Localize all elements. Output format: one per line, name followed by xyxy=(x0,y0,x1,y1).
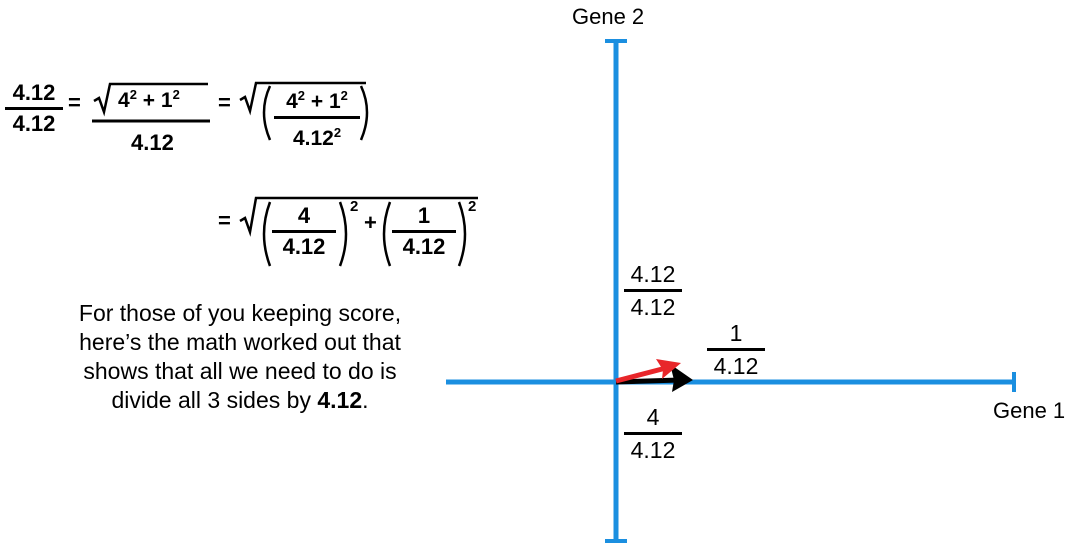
line2-exp-1: 2 xyxy=(350,198,359,215)
line2-frac2-num: 1 xyxy=(417,203,431,228)
paragraph-line-2: here’s the math worked out that xyxy=(79,329,401,355)
paragraph-line-4-bold: 4.12 xyxy=(317,387,363,413)
line2-frac1-den: 4.12 xyxy=(282,234,326,259)
right-den-exp: 2 xyxy=(333,125,342,140)
hypotenuse-bar xyxy=(624,289,682,292)
term-b-exp: 2 xyxy=(172,87,180,102)
plus-1: + xyxy=(142,89,156,112)
paren-right-2 xyxy=(338,201,348,267)
paragraph-line-4: divide all 3 sides by 4.12. xyxy=(30,386,450,415)
line2-fraction-1: 4 4.12 xyxy=(272,203,336,260)
sqrt-sign-3 xyxy=(239,196,478,237)
horizontal-num: 4 xyxy=(646,404,660,430)
red-vector-head xyxy=(656,359,681,379)
lhs-fraction: 4.12 4.12 xyxy=(5,80,63,137)
right-num-b: 1 xyxy=(328,90,341,113)
line2-plus: + xyxy=(364,210,377,235)
lhs-denominator: 4.12 xyxy=(12,111,56,136)
black-vector-line xyxy=(615,377,681,385)
y-axis-label: Gene 2 xyxy=(572,4,645,29)
right-fraction: 42 + 12 4.122 xyxy=(274,83,360,152)
hypotenuse-fraction: 4.12 4.12 xyxy=(624,260,682,321)
right-denominator: 4.122 xyxy=(274,120,360,152)
term-a: 4 xyxy=(118,89,130,112)
term-a-exp: 2 xyxy=(129,87,137,102)
paren-left-2 xyxy=(262,201,272,267)
equals-sign-2: = xyxy=(218,90,231,115)
paren-left-3 xyxy=(382,201,392,267)
equals-sign-1: = xyxy=(68,90,81,115)
equation-radicals xyxy=(92,81,478,267)
hypotenuse-num: 4.12 xyxy=(630,261,676,287)
red-vector-line xyxy=(615,365,667,384)
x-axis-label: Gene 1 xyxy=(993,398,1066,423)
right-num-a: 4 xyxy=(286,90,298,113)
vertical-den: 4.12 xyxy=(713,353,759,379)
equals-sign-3: = xyxy=(218,208,231,233)
right-num-b-exp: 2 xyxy=(340,88,348,103)
vertical-fraction: 1 4.12 xyxy=(707,319,765,380)
sqrt-sign-2 xyxy=(239,81,366,116)
vertical-bar xyxy=(707,348,765,351)
right-numerator: 42 + 12 xyxy=(274,83,360,115)
right-fraction-bar xyxy=(274,116,360,119)
mid-denominator: 4.12 xyxy=(131,130,174,155)
right-num-a-exp: 2 xyxy=(297,88,306,103)
black-vector-head xyxy=(670,364,693,392)
vertical-num: 1 xyxy=(729,320,743,346)
lhs-numerator: 4.12 xyxy=(12,80,56,105)
right-den-base: 4.12 xyxy=(292,127,334,150)
right-plus: + xyxy=(310,90,324,113)
sqrt-sign-1 xyxy=(93,82,208,117)
paren-right-3 xyxy=(457,201,467,267)
horizontal-den: 4.12 xyxy=(630,437,676,463)
term-b: 1 xyxy=(160,89,173,112)
lhs-fraction-bar xyxy=(5,107,63,110)
horizontal-bar xyxy=(624,432,682,435)
line2-fraction-2: 1 4.12 xyxy=(392,203,456,260)
line2-frac1-num: 4 xyxy=(297,203,311,228)
paragraph-line-4-suffix: . xyxy=(362,387,369,413)
line2-frac2-den: 4.12 xyxy=(402,234,446,259)
sqrt-content-1: 42 + 12 xyxy=(118,87,180,113)
paragraph-line-1: For those of you keeping score, xyxy=(78,300,402,326)
line2-frac1-bar xyxy=(272,230,336,233)
line2-exp-2: 2 xyxy=(468,198,477,215)
hypotenuse-den: 4.12 xyxy=(630,294,676,320)
vectors xyxy=(615,359,693,392)
paragraph-line-4-prefix: divide all 3 sides by xyxy=(111,387,318,413)
horizontal-fraction: 4 4.12 xyxy=(624,403,682,464)
explanation-paragraph: For those of you keeping score, here’s t… xyxy=(30,299,450,415)
line2-frac2-bar xyxy=(392,230,456,233)
paragraph-line-3: shows that all we need to do is xyxy=(83,358,397,384)
paren-right-1 xyxy=(359,85,369,141)
paren-left-1 xyxy=(262,85,272,141)
